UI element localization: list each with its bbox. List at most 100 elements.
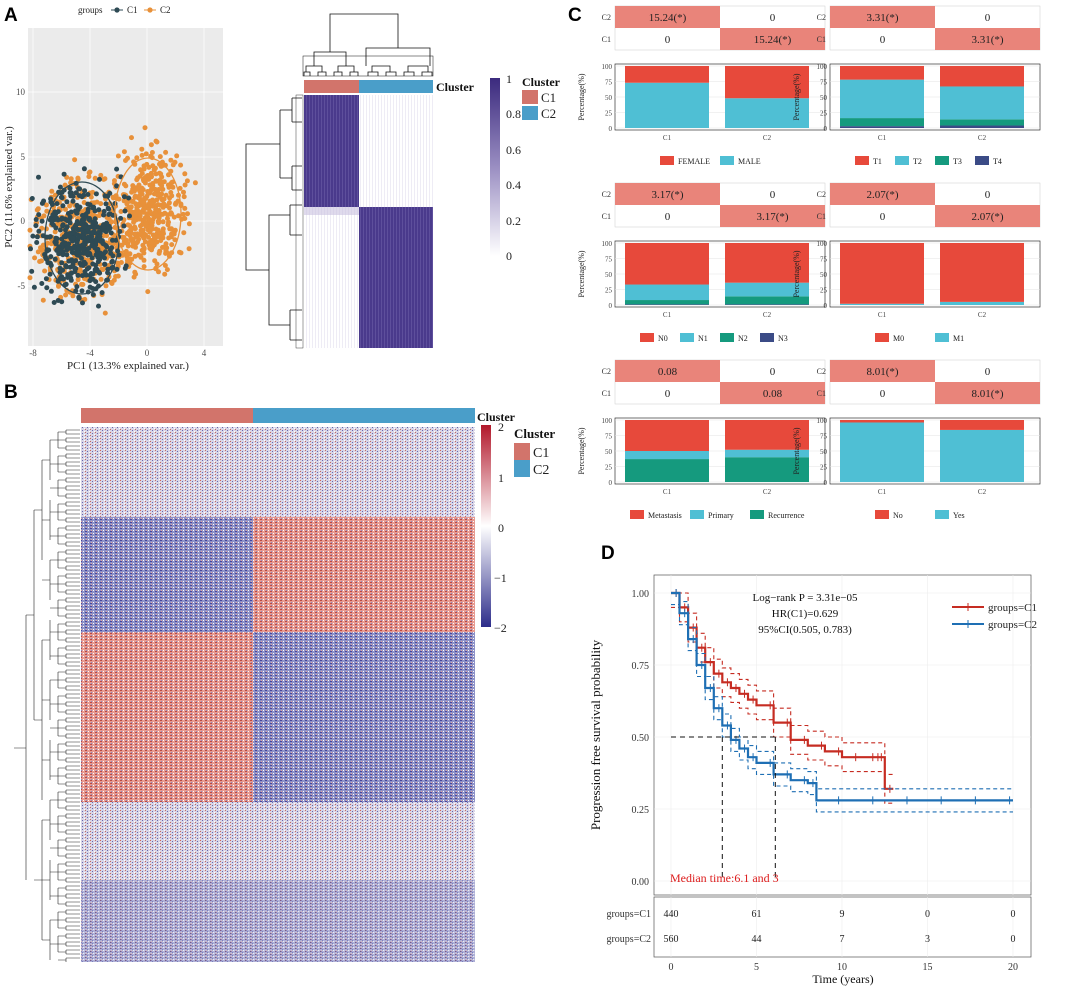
pca-point-c1 xyxy=(48,288,54,294)
pca-point-c1 xyxy=(87,272,93,278)
pca-point-c2 xyxy=(171,214,177,220)
bar-segment-yes xyxy=(940,429,1024,482)
table-cell-highlight xyxy=(935,205,1040,227)
bar-segment-no xyxy=(940,420,1024,430)
pca-point-c1 xyxy=(121,223,127,229)
bar-segment-n1 xyxy=(725,282,809,297)
pca-point-c1 xyxy=(118,215,124,221)
pca-point-c2 xyxy=(155,192,160,198)
pca-point-c2 xyxy=(156,207,162,213)
bar-ytick: 0 xyxy=(824,479,828,487)
pca-point-c1 xyxy=(59,241,65,247)
pca-point-c2 xyxy=(149,200,155,206)
pca-point-c2 xyxy=(72,157,78,163)
km-survival-plot: 1.00 0.75 0.50 0.25 0.00 Progression free sur… xyxy=(588,574,1037,986)
km-ci-upper-groups=C1 xyxy=(671,592,894,775)
pca-point-c1 xyxy=(68,275,74,281)
pca-point-c1 xyxy=(73,190,79,196)
pca-ytick: 0 xyxy=(21,216,26,226)
pca-point-c2 xyxy=(169,242,175,248)
pca-point-c1 xyxy=(91,204,97,210)
bar-ytick: 75 xyxy=(820,79,828,87)
clinical-block: C2 3.17(*) 0 C1 0 3.17(*) Percentage(%) 100 75 50… xyxy=(577,182,826,343)
table-row-label: C2 xyxy=(817,13,826,22)
consensus-legend-c1-swatch xyxy=(522,90,538,104)
pca-point-c2 xyxy=(181,194,187,200)
pca-point-c2 xyxy=(130,183,136,189)
pca-point-c2 xyxy=(168,190,174,195)
km-ytick: 0.75 xyxy=(632,661,650,672)
pca-point-c2 xyxy=(141,264,147,270)
bar-xtick: C2 xyxy=(978,134,987,142)
pca-point-c1 xyxy=(97,238,103,244)
pca-point-c1 xyxy=(81,224,87,230)
bar-ytick: 0 xyxy=(609,125,613,133)
pca-point-c2 xyxy=(186,221,192,227)
pca-point-c1 xyxy=(55,217,61,223)
heatmap-body xyxy=(81,427,475,962)
table-cell: 3.31(*) xyxy=(971,34,1003,46)
pca-point-c2 xyxy=(63,292,69,298)
clinical-block: C2 2.07(*) 0 C1 0 2.07(*) Percentage(%) 100 75 50… xyxy=(792,182,1041,343)
table-cell: 3.17(*) xyxy=(756,211,788,223)
pca-point-c1 xyxy=(53,239,59,245)
bar-segment-yes xyxy=(840,422,924,482)
legend-swatch xyxy=(690,510,704,519)
bar-segment-metastasis xyxy=(625,420,709,451)
pca-legend-title: groups xyxy=(78,5,103,15)
consensus-scale-tick: 0.2 xyxy=(506,214,521,228)
pca-point-c1 xyxy=(97,176,102,182)
pca-point-c2 xyxy=(162,162,168,168)
legend-label: M1 xyxy=(953,334,964,343)
km-annotation: HR(C1)=0.629 xyxy=(772,608,839,620)
bar-ytick: 75 xyxy=(820,433,828,441)
pca-point-c2 xyxy=(181,230,187,236)
bar-ylabel: Percentage(%) xyxy=(792,73,801,120)
bar-segment-t2 xyxy=(840,79,924,119)
bar-ytick: 75 xyxy=(605,79,613,87)
consensus-block-c2 xyxy=(359,207,433,348)
bar-xtick: C2 xyxy=(978,311,987,319)
heatmap-block-c2-low xyxy=(253,632,475,802)
pca-point-c1 xyxy=(47,234,52,240)
km-risk-value: 7 xyxy=(840,934,845,945)
pca-point-c2 xyxy=(139,247,145,253)
pca-point-c1 xyxy=(71,245,77,251)
pca-point-c2 xyxy=(148,142,154,148)
pca-point-c1 xyxy=(63,227,68,233)
pca-point-c2 xyxy=(166,219,171,225)
km-risk-value: 44 xyxy=(752,934,762,945)
consensus-legend-title: Cluster xyxy=(522,75,561,89)
pca-point-c2 xyxy=(86,174,92,180)
pca-point-c1 xyxy=(71,228,76,234)
pca-point-c2 xyxy=(139,222,145,227)
table-row-label: C2 xyxy=(602,190,611,199)
pca-point-c2 xyxy=(63,206,68,212)
pca-point-c1 xyxy=(57,227,63,233)
pca-point-c1 xyxy=(127,213,132,219)
pca-point-c2 xyxy=(86,170,92,176)
table-cell-highlight xyxy=(935,28,1040,50)
clinical-block: C2 3.31(*) 0 C1 0 3.31(*) Percentage(%) 100 75 50… xyxy=(792,5,1041,166)
table-cell: 2.07(*) xyxy=(866,189,898,201)
pca-point-c1 xyxy=(85,209,91,215)
bar-segment-t2 xyxy=(940,86,1024,120)
clinical-block: C2 0.08 0 C1 0 0.08 Percentage(%) 100 75 50 25 0 C1 C… xyxy=(577,359,826,520)
km-ytick: 0.00 xyxy=(632,877,650,888)
km-median-label: Median time:6.1 and 3 xyxy=(670,871,779,885)
pca-point-c2 xyxy=(161,196,167,202)
pca-point-c2 xyxy=(137,211,142,217)
pca-point-c1 xyxy=(74,284,80,290)
pca-point-c1 xyxy=(31,284,37,290)
pca-point-c2 xyxy=(35,249,41,255)
table-row-label: C2 xyxy=(817,190,826,199)
heatmap-annotation-label: Cluster xyxy=(477,410,516,424)
pca-point-c2 xyxy=(92,175,98,181)
km-risk-value: 440 xyxy=(664,909,679,920)
pca-point-c2 xyxy=(100,267,106,273)
pca-point-c1 xyxy=(105,266,111,272)
bar-ylabel: Percentage(%) xyxy=(577,427,586,474)
consensus-block-c1 xyxy=(304,95,359,207)
pca-point-c1 xyxy=(93,279,99,285)
pca-point-c1 xyxy=(61,171,67,177)
